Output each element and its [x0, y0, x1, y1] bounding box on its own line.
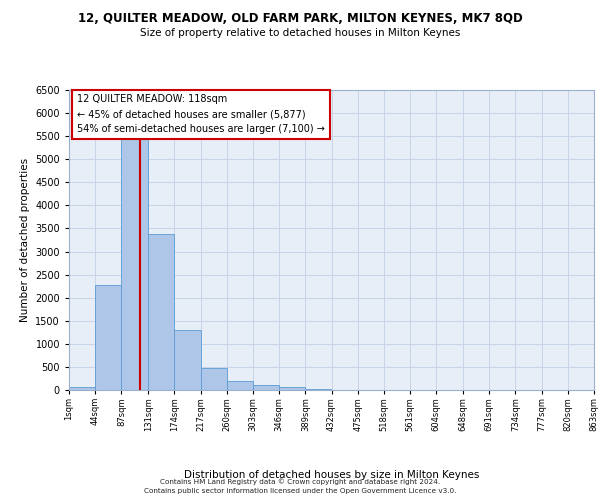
Bar	[200, 368, 227, 390]
Y-axis label: Number of detached properties: Number of detached properties	[20, 158, 29, 322]
Bar	[227, 381, 253, 390]
Bar	[148, 234, 175, 390]
Bar	[279, 388, 305, 390]
Text: 12 QUILTER MEADOW: 118sqm
← 45% of detached houses are smaller (5,877)
54% of se: 12 QUILTER MEADOW: 118sqm ← 45% of detac…	[77, 94, 325, 134]
Text: Size of property relative to detached houses in Milton Keynes: Size of property relative to detached ho…	[140, 28, 460, 38]
Bar	[121, 138, 148, 390]
Text: Contains HM Land Registry data © Crown copyright and database right 2024.
Contai: Contains HM Land Registry data © Crown c…	[144, 478, 456, 494]
Bar	[175, 330, 200, 390]
Bar	[95, 285, 121, 390]
Bar	[253, 386, 279, 390]
Text: 12, QUILTER MEADOW, OLD FARM PARK, MILTON KEYNES, MK7 8QD: 12, QUILTER MEADOW, OLD FARM PARK, MILTO…	[77, 12, 523, 26]
Bar	[305, 389, 331, 390]
Bar	[69, 386, 95, 390]
X-axis label: Distribution of detached houses by size in Milton Keynes: Distribution of detached houses by size …	[184, 470, 479, 480]
